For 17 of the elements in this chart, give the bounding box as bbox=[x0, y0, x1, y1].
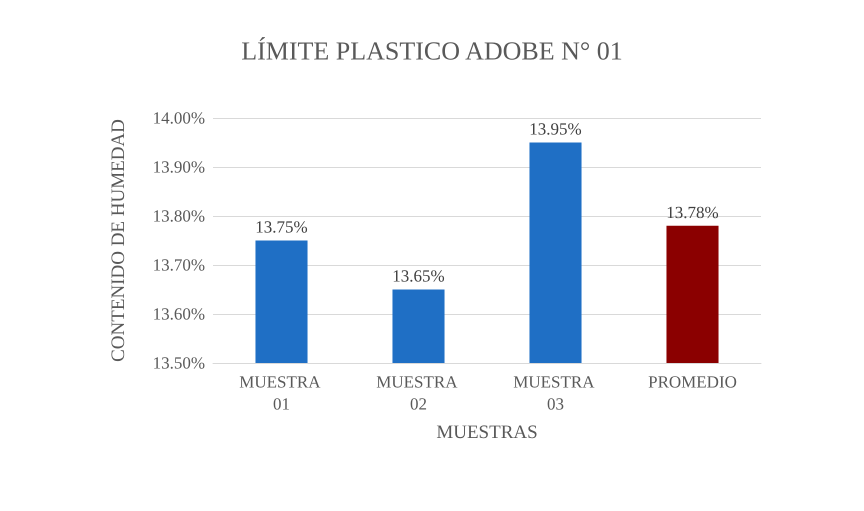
y-axis-title: CONTENIDO DE HUMEDAD bbox=[108, 119, 129, 362]
x-tick-label: MUESTRA 03 bbox=[513, 372, 598, 414]
y-tick-label: 13.80% bbox=[152, 206, 205, 226]
data-label: 13.95% bbox=[529, 120, 582, 138]
y-tick-label: 13.50% bbox=[152, 354, 205, 372]
y-tick-label: 14.00% bbox=[152, 108, 205, 128]
x-tick-label: PROMEDIO bbox=[648, 372, 737, 392]
data-label: 13.78% bbox=[666, 202, 719, 222]
y-tick-label: 13.70% bbox=[152, 256, 205, 274]
chart-title: LÍMITE PLASTICO ADOBE N° 01 bbox=[241, 36, 623, 66]
data-label: 13.65% bbox=[392, 266, 445, 286]
x-axis-title: MUESTRAS bbox=[436, 422, 538, 443]
x-tick-label: MUESTRA 01 bbox=[239, 372, 324, 414]
y-tick-label: 13.90% bbox=[152, 158, 205, 176]
y-tick-label: 13.60% bbox=[152, 304, 205, 324]
data-label: 13.75% bbox=[255, 218, 308, 236]
x-tick-label: MUESTRA 02 bbox=[376, 372, 461, 414]
